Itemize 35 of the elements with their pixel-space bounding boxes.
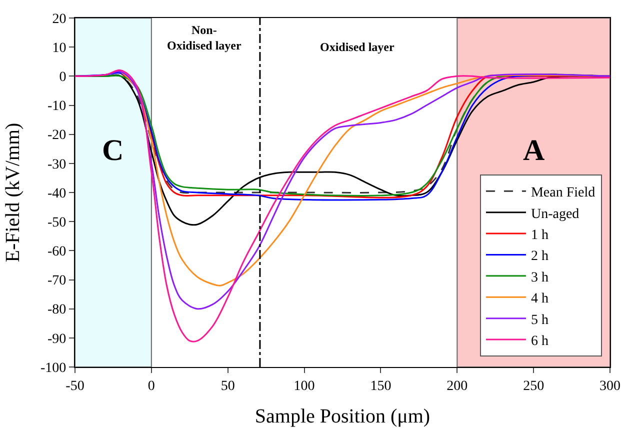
x-axis-title: Sample Position (μm)	[254, 405, 430, 428]
y-tick-label: -20	[48, 128, 66, 144]
y-tick-label: 0	[59, 70, 66, 86]
y-tick-label: -80	[48, 302, 66, 318]
x-tick-label: 50	[220, 378, 235, 394]
x-tick-label: 100	[294, 378, 315, 394]
legend-label: 3 h	[530, 270, 548, 286]
x-tick-label: -50	[66, 378, 84, 394]
annotation: Oxidised layer	[320, 40, 396, 54]
y-tick-label: -40	[48, 186, 66, 202]
legend-label: 2 h	[530, 249, 548, 264]
x-tick-label: 300	[600, 378, 620, 394]
y-tick-label: -60	[48, 244, 66, 260]
y-tick-label: -100	[40, 360, 66, 376]
annotation: Non- Oxidised layer	[167, 23, 242, 53]
legend-label: 5 h	[530, 312, 548, 328]
y-tick-label: -90	[48, 332, 66, 347]
legend-label: Mean Field	[530, 186, 596, 201]
y-axis-title: E-Field (kV/mm)	[2, 122, 24, 262]
y-tick-label: 20	[52, 12, 66, 27]
band-label: C	[102, 134, 124, 167]
x-tick-label: 200	[446, 378, 468, 394]
legend-label: 1 h	[530, 228, 548, 243]
x-tick-label: 0	[148, 378, 155, 394]
y-tick-label: 10	[52, 40, 66, 56]
legend-label: 4 h	[530, 292, 548, 307]
band-label: A	[523, 134, 545, 167]
y-tick-label: -70	[48, 274, 66, 289]
legend-label: 6 h	[530, 334, 548, 349]
y-tick-label: -10	[48, 99, 66, 114]
y-tick-label: -50	[48, 215, 66, 230]
legend-label: Un-aged	[530, 206, 580, 222]
y-tick-label: -30	[48, 157, 66, 172]
x-tick-label: 150	[370, 378, 392, 394]
x-tick-label: 250	[523, 378, 544, 394]
